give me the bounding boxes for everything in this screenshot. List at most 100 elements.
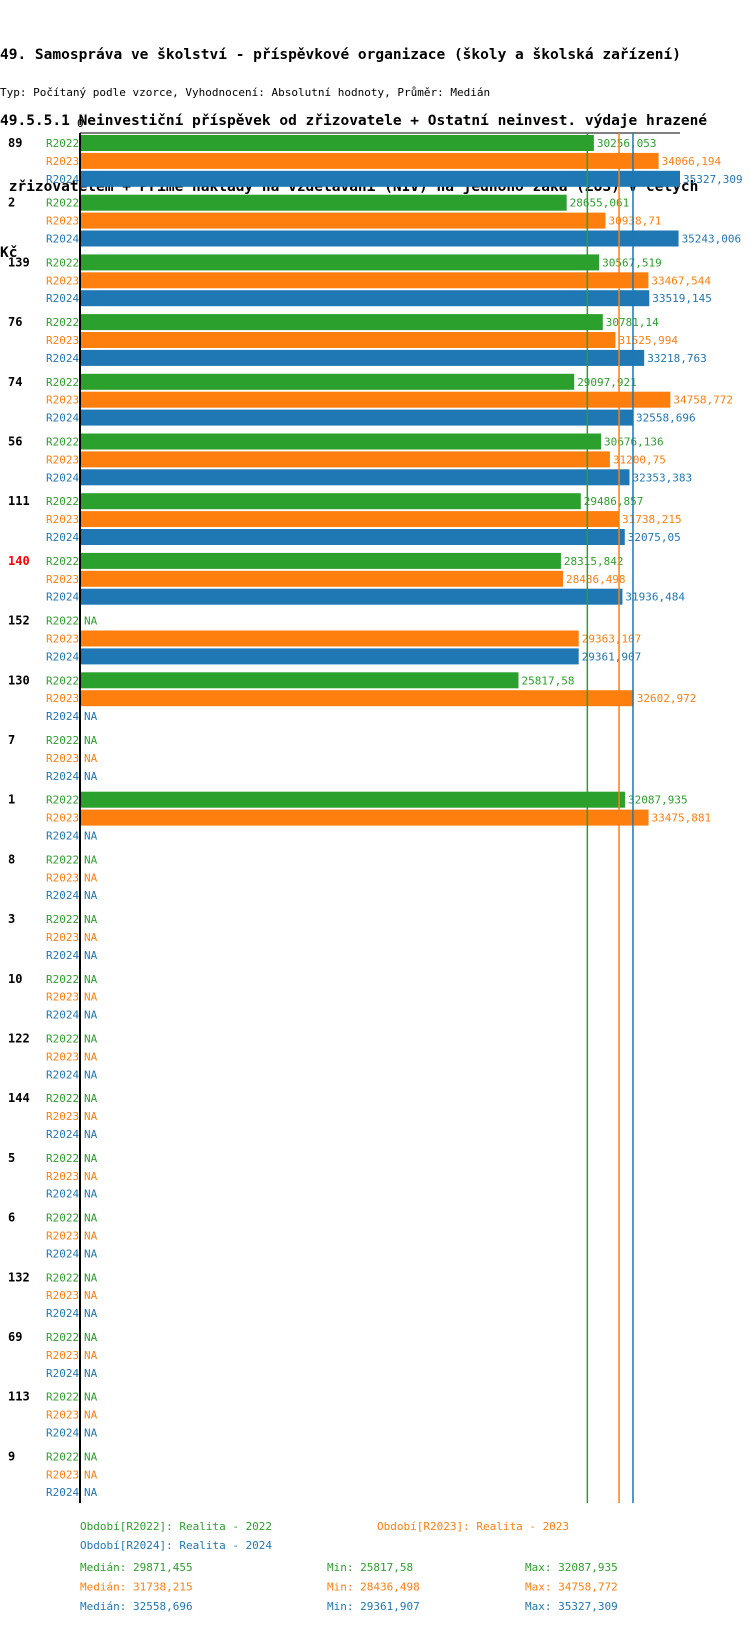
na-label: NA [84,1230,98,1243]
bar [80,152,659,169]
series-label: R2022 [46,913,79,926]
category-label: 8 [8,852,15,866]
category-label: 122 [8,1032,30,1046]
data-label: 32075,05 [628,531,681,544]
series-label: R2023 [46,633,79,646]
bar [80,349,645,366]
bar [80,212,606,229]
na-label: NA [84,1468,98,1481]
na-label: NA [84,1068,98,1081]
bar [80,570,563,587]
na-label: NA [84,1247,98,1260]
legend-entry: Období[R2024]: Realita - 2024 [80,1539,272,1552]
series-label: R2024 [46,1247,79,1260]
na-label: NA [84,710,98,723]
series-label: R2022 [46,197,79,210]
series-label: R2022 [46,436,79,449]
series-label: R2023 [46,513,79,526]
bar [80,672,519,689]
data-label: 28655,061 [570,197,630,210]
series-label: R2023 [46,1349,79,1362]
na-label: NA [84,931,98,944]
series-label: R2024 [46,292,79,305]
category-label: 7 [8,733,15,747]
category-label: 74 [8,375,22,389]
data-label: 33467,544 [651,274,711,287]
na-label: NA [84,1391,98,1404]
na-label: NA [84,1289,98,1302]
na-label: NA [84,949,98,962]
na-label: NA [84,1009,98,1022]
series-label: R2023 [46,1110,79,1123]
legend-entry: Období[R2022]: Realita - 2022 [80,1520,272,1533]
data-label: 29486,857 [584,495,644,508]
bar [80,809,649,826]
series-label: R2024 [46,889,79,902]
stat-min: Min: 25817,58 [327,1561,413,1574]
na-label: NA [84,1486,98,1499]
data-label: 34066,194 [662,155,722,168]
category-label: 9 [8,1449,15,1463]
na-label: NA [84,1367,98,1380]
stat-median: Medián: 29871,455 [80,1561,193,1574]
series-label: R2023 [46,812,79,825]
data-label: 29097,921 [577,376,637,389]
data-label: 30676,136 [604,436,664,449]
series-label: R2024 [46,471,79,484]
na-label: NA [84,1092,98,1105]
category-label: 1 [8,793,15,807]
category-label: 111 [8,494,30,508]
na-label: NA [84,1450,98,1463]
category-label: 56 [8,435,22,449]
series-label: R2022 [46,615,79,628]
data-label: 34758,772 [673,394,733,407]
category-label: 69 [8,1330,22,1344]
data-label: 35243,006 [682,233,742,246]
data-label: 28436,498 [566,573,626,586]
category-label: 140 [8,554,30,568]
series-label: R2023 [46,215,79,228]
series-label: R2022 [46,376,79,389]
series-label: R2023 [46,931,79,944]
legend-entry: Období[R2023]: Realita - 2023 [377,1520,569,1533]
category-label: 89 [8,136,22,150]
bar [80,314,603,331]
bar [80,373,575,390]
series-label: R2024 [46,1307,79,1320]
series-label: R2022 [46,853,79,866]
stat-median: Medián: 31738,215 [80,1581,193,1594]
series-label: R2024 [46,352,79,365]
title-line: Kč [0,245,18,261]
series-label: R2024 [46,949,79,962]
series-label: R2024 [46,591,79,604]
bar [80,630,579,647]
stat-max: Max: 35327,309 [525,1600,618,1613]
bar [80,409,633,426]
series-label: R2024 [46,1188,79,1201]
series-label: R2023 [46,1050,79,1063]
na-label: NA [84,889,98,902]
data-label: 33475,881 [652,812,712,825]
na-label: NA [84,1349,98,1362]
series-label: R2022 [46,794,79,807]
bar [80,690,634,707]
data-label: 31936,484 [625,591,685,604]
series-label: R2022 [46,1271,79,1284]
series-label: R2023 [46,991,79,1004]
series-label: R2022 [46,1152,79,1165]
na-label: NA [84,1128,98,1141]
category-label: 130 [8,673,30,687]
series-label: R2023 [46,1409,79,1422]
bar [80,552,561,569]
na-label: NA [84,770,98,783]
category-label: 6 [8,1211,15,1225]
bar [80,791,625,808]
bar [80,493,581,510]
series-label: R2022 [46,674,79,687]
data-label: 29363,107 [582,633,642,646]
series-label: R2024 [46,710,79,723]
series-label: R2022 [46,1391,79,1404]
series-label: R2023 [46,752,79,765]
category-label: 10 [8,972,22,986]
